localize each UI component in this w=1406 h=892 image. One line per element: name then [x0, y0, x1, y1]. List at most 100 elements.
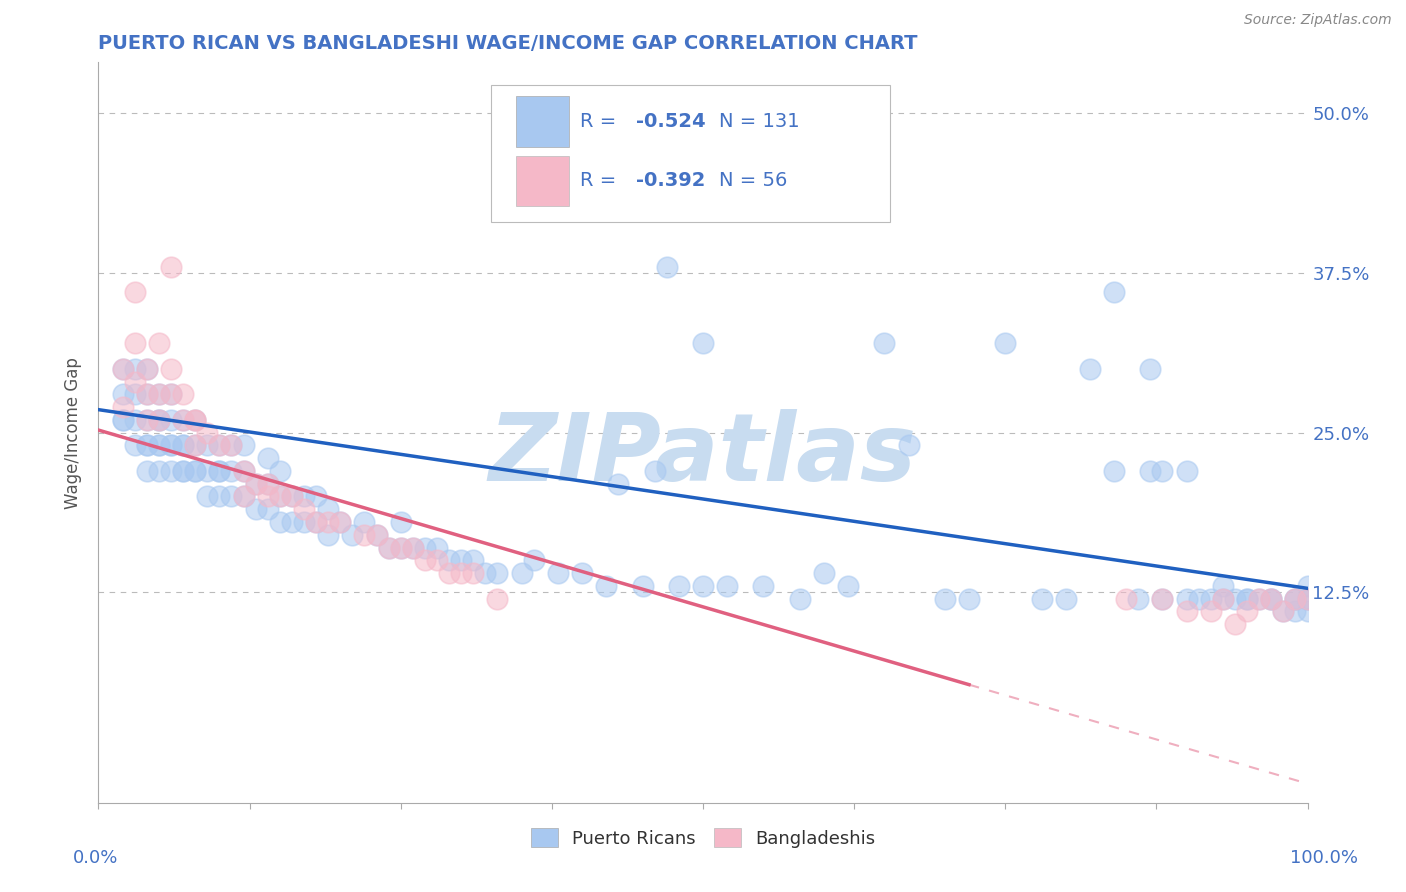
Point	[1139, 361, 1161, 376]
Point	[281, 490, 304, 504]
Legend: Puerto Ricans, Bangladeshis: Puerto Ricans, Bangladeshis	[522, 819, 884, 856]
Point	[607, 476, 630, 491]
Point	[184, 438, 207, 452]
Point	[305, 515, 328, 529]
Point	[1199, 604, 1222, 618]
Point	[160, 464, 183, 478]
Point	[1296, 591, 1319, 606]
Point	[1284, 604, 1306, 618]
Point	[631, 579, 654, 593]
Point	[172, 438, 194, 452]
Text: -0.524: -0.524	[637, 112, 706, 131]
Text: 100.0%: 100.0%	[1291, 849, 1358, 867]
Point	[1223, 617, 1246, 632]
Point	[1260, 591, 1282, 606]
Point	[1296, 591, 1319, 606]
Text: N = 131: N = 131	[718, 112, 800, 131]
Point	[413, 541, 436, 555]
FancyBboxPatch shape	[516, 96, 569, 147]
Point	[256, 490, 278, 504]
Point	[547, 566, 569, 580]
Point	[1272, 604, 1295, 618]
Point	[195, 464, 218, 478]
Point	[1284, 591, 1306, 606]
Point	[172, 464, 194, 478]
Point	[184, 413, 207, 427]
Point	[245, 502, 267, 516]
Point	[1188, 591, 1211, 606]
Point	[1102, 285, 1125, 300]
Point	[269, 490, 291, 504]
Point	[437, 553, 460, 567]
Point	[124, 413, 146, 427]
Point	[316, 515, 339, 529]
Point	[148, 413, 170, 427]
Point	[135, 387, 157, 401]
Point	[111, 387, 134, 401]
Text: ZIPatlas: ZIPatlas	[489, 409, 917, 500]
Point	[195, 490, 218, 504]
Point	[135, 361, 157, 376]
Point	[402, 541, 425, 555]
Point	[450, 566, 472, 580]
Point	[148, 438, 170, 452]
Point	[1175, 604, 1198, 618]
Point	[124, 375, 146, 389]
Point	[292, 515, 315, 529]
Point	[366, 527, 388, 541]
Point	[221, 464, 243, 478]
Point	[184, 413, 207, 427]
Point	[292, 502, 315, 516]
Point	[366, 527, 388, 541]
Point	[1199, 591, 1222, 606]
Point	[1296, 604, 1319, 618]
Point	[1223, 591, 1246, 606]
Text: Source: ZipAtlas.com: Source: ZipAtlas.com	[1244, 13, 1392, 28]
Point	[208, 490, 231, 504]
Point	[232, 464, 254, 478]
Point	[124, 387, 146, 401]
Point	[111, 413, 134, 427]
Point	[655, 260, 678, 274]
Point	[595, 579, 617, 593]
Point	[389, 515, 412, 529]
Point	[377, 541, 399, 555]
Point	[402, 541, 425, 555]
Point	[1260, 591, 1282, 606]
Point	[1249, 591, 1271, 606]
Point	[934, 591, 956, 606]
Point	[523, 553, 546, 567]
Point	[510, 566, 533, 580]
Point	[716, 579, 738, 593]
Point	[256, 502, 278, 516]
Point	[813, 566, 835, 580]
Point	[1212, 579, 1234, 593]
Point	[1152, 591, 1174, 606]
Point	[172, 413, 194, 427]
Point	[232, 438, 254, 452]
Point	[221, 438, 243, 452]
Point	[160, 413, 183, 427]
Point	[208, 438, 231, 452]
Point	[752, 579, 775, 593]
Point	[1260, 591, 1282, 606]
Point	[377, 541, 399, 555]
FancyBboxPatch shape	[492, 85, 890, 221]
Point	[426, 541, 449, 555]
Point	[463, 553, 485, 567]
Point	[668, 579, 690, 593]
Point	[957, 591, 980, 606]
Point	[184, 438, 207, 452]
Point	[316, 527, 339, 541]
Point	[148, 336, 170, 351]
Point	[837, 579, 859, 593]
Point	[111, 361, 134, 376]
Point	[172, 438, 194, 452]
Point	[172, 387, 194, 401]
Point	[789, 591, 811, 606]
Point	[148, 413, 170, 427]
Point	[256, 476, 278, 491]
Point	[208, 464, 231, 478]
Point	[692, 579, 714, 593]
Point	[1054, 591, 1077, 606]
